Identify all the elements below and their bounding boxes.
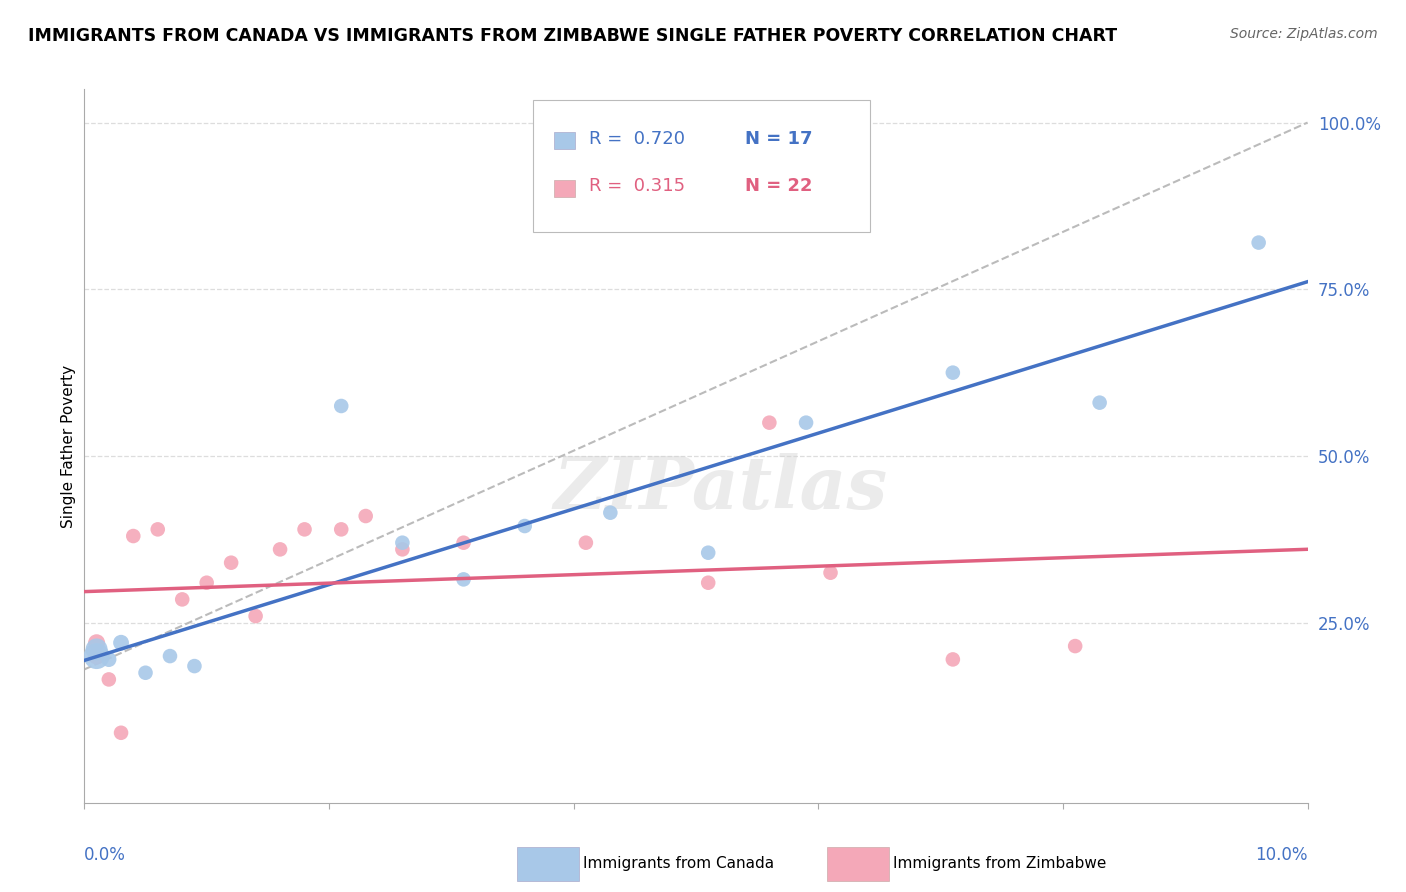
- Point: [697, 546, 720, 560]
- Point: [453, 535, 475, 549]
- Text: 10.0%: 10.0%: [1256, 846, 1308, 863]
- Point: [172, 592, 194, 607]
- Point: [86, 649, 108, 664]
- Point: [294, 522, 316, 536]
- Text: 0.0%: 0.0%: [84, 846, 127, 863]
- Point: [942, 652, 965, 666]
- Point: [122, 529, 145, 543]
- Point: [330, 522, 353, 536]
- Point: [599, 506, 621, 520]
- Point: [135, 665, 157, 680]
- FancyBboxPatch shape: [533, 100, 870, 232]
- Text: ZIPatlas: ZIPatlas: [554, 453, 887, 524]
- Point: [269, 542, 291, 557]
- Point: [110, 725, 132, 739]
- Point: [159, 649, 181, 664]
- Point: [453, 573, 475, 587]
- Point: [146, 522, 169, 536]
- Point: [697, 575, 720, 590]
- Point: [110, 636, 132, 650]
- Point: [97, 673, 120, 687]
- Text: Source: ZipAtlas.com: Source: ZipAtlas.com: [1230, 27, 1378, 41]
- Point: [391, 542, 413, 557]
- Point: [1247, 235, 1270, 250]
- Text: Immigrants from Canada: Immigrants from Canada: [583, 856, 775, 871]
- Y-axis label: Single Father Poverty: Single Father Poverty: [60, 365, 76, 527]
- Text: Immigrants from Zimbabwe: Immigrants from Zimbabwe: [893, 856, 1107, 871]
- Point: [195, 575, 218, 590]
- Point: [219, 556, 242, 570]
- FancyBboxPatch shape: [554, 132, 575, 149]
- Point: [245, 609, 267, 624]
- Point: [942, 366, 965, 380]
- Point: [575, 535, 598, 549]
- Point: [820, 566, 842, 580]
- Point: [391, 535, 413, 549]
- FancyBboxPatch shape: [554, 180, 575, 197]
- Point: [86, 649, 108, 664]
- Point: [330, 399, 353, 413]
- Point: [794, 416, 817, 430]
- Point: [1088, 395, 1111, 409]
- Point: [1064, 639, 1087, 653]
- Text: R =  0.315: R = 0.315: [589, 178, 685, 195]
- Text: R =  0.720: R = 0.720: [589, 129, 685, 147]
- Text: N = 17: N = 17: [745, 129, 813, 147]
- Point: [86, 642, 108, 657]
- Point: [354, 509, 377, 524]
- Point: [97, 652, 120, 666]
- Point: [758, 416, 780, 430]
- Text: IMMIGRANTS FROM CANADA VS IMMIGRANTS FROM ZIMBABWE SINGLE FATHER POVERTY CORRELA: IMMIGRANTS FROM CANADA VS IMMIGRANTS FRO…: [28, 27, 1118, 45]
- Point: [513, 519, 536, 533]
- Point: [183, 659, 205, 673]
- Point: [86, 636, 108, 650]
- Text: N = 22: N = 22: [745, 178, 813, 195]
